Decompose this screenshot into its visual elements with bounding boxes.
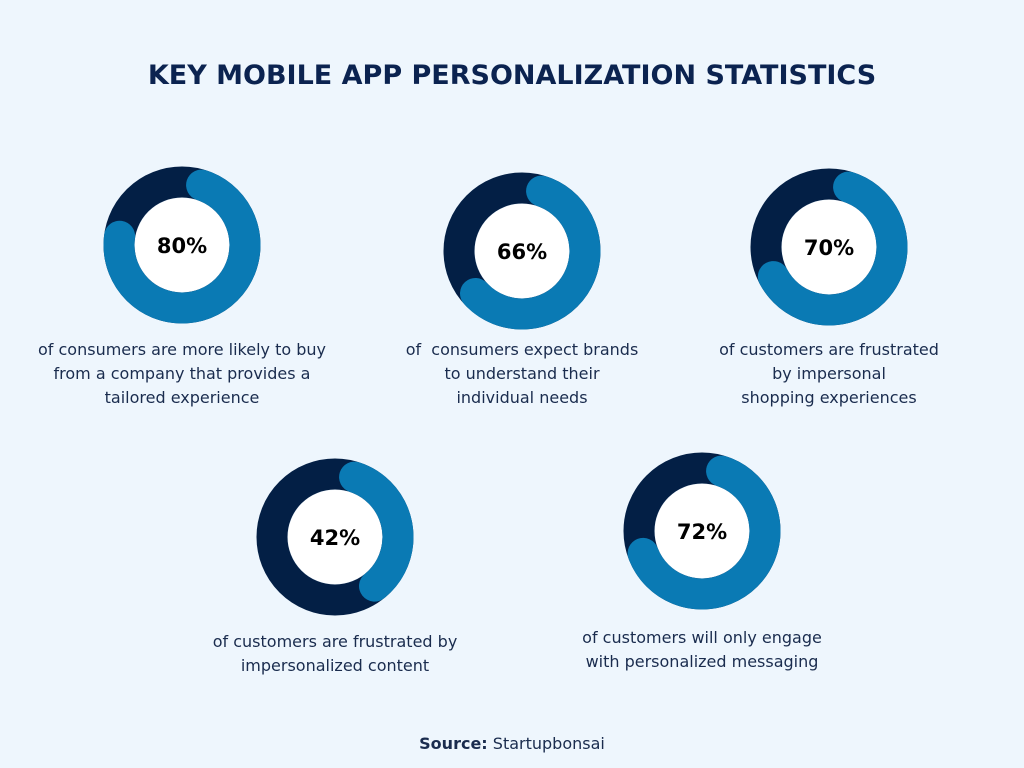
stat-caption: of customers are frustrated by impersonal…	[155, 630, 515, 678]
source-note: Source: Startupbonsai	[0, 734, 1024, 753]
donut-value-arc	[443, 172, 601, 330]
caption-line: with personalized messaging	[585, 652, 819, 671]
caption-line: from a company that provides a	[53, 364, 311, 383]
donut-center	[655, 484, 749, 578]
page-title: KEY MOBILE APP PERSONALIZATION STATISTIC…	[147, 60, 877, 91]
percent-label: 80%	[157, 234, 207, 258]
percent-label: 70%	[804, 236, 854, 260]
donut-value-arc	[103, 166, 261, 324]
donut-chart: 66%	[443, 172, 601, 330]
caption-line: shopping experiences	[741, 388, 917, 407]
stat-80-percent: 80% of consumers are more likely to buy fr…	[2, 165, 362, 410]
caption-line: of customers are frustrated by	[212, 632, 458, 651]
caption-line: individual needs	[456, 388, 588, 407]
caption-line: impersonalized content	[240, 656, 430, 675]
stat-caption: of consumers expect brands to understand …	[342, 338, 702, 410]
donut-center	[288, 490, 382, 584]
caption-line: of consumers expect brands	[405, 340, 639, 359]
caption-line: by impersonal	[772, 364, 886, 383]
percent-label: 66%	[497, 240, 547, 264]
donut-value-arc	[750, 168, 908, 326]
caption-line: tailored experience	[104, 388, 260, 407]
caption-line: of customers are frustrated	[719, 340, 939, 359]
stat-caption: of customers will only engage with person…	[522, 626, 882, 674]
source-label: Source:	[419, 734, 488, 753]
donut-chart: 72%	[623, 452, 781, 610]
donut-value-arc	[623, 452, 781, 610]
donut-chart: 70%	[750, 168, 908, 326]
caption-line: of customers will only engage	[582, 628, 822, 647]
donut-center	[782, 200, 876, 294]
source-value: Startupbonsai	[492, 734, 605, 753]
stat-caption: of consumers are more likely to buy from …	[2, 338, 362, 410]
percent-label: 72%	[677, 520, 727, 544]
donut-chart: 42%	[256, 458, 414, 616]
stat-66-percent: 66% of consumers expect brands to understa…	[342, 171, 702, 410]
donut-center	[475, 204, 569, 298]
stat-caption: of customers are frustrated by impersonal…	[649, 338, 1009, 410]
caption-line: of consumers are more likely to buy	[38, 340, 326, 359]
caption-line: to understand their	[444, 364, 600, 383]
stat-42-percent: 42% of customers are frustrated by imperso…	[155, 457, 515, 678]
stat-70-percent: 70% of customers are frustrated by imperso…	[649, 167, 1009, 410]
percent-label: 42%	[310, 526, 360, 550]
stat-72-percent: 72% of customers will only engage with per…	[522, 451, 882, 674]
donut-value-arc	[256, 458, 414, 616]
donut-chart: 80%	[103, 166, 261, 324]
donut-center	[135, 198, 229, 292]
